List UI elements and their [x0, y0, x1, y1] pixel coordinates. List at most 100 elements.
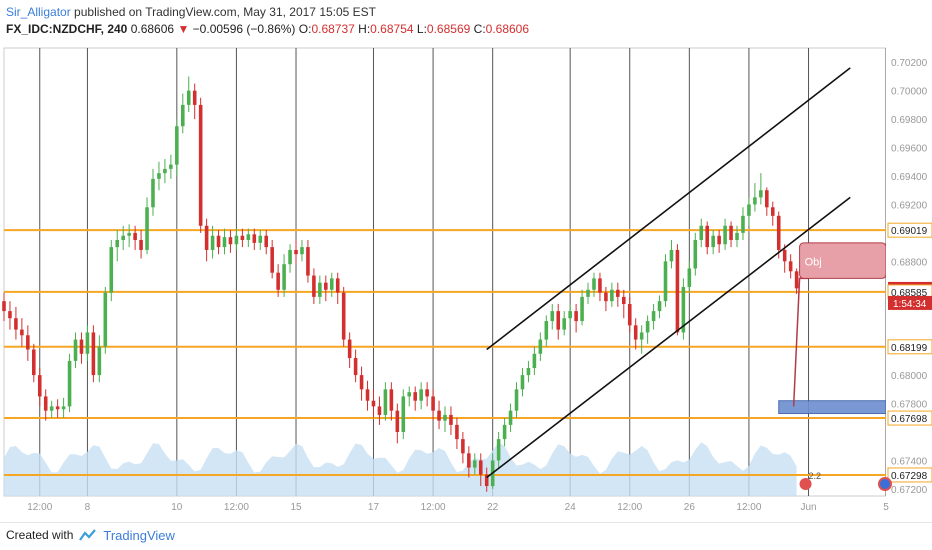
candle-body[interactable]	[759, 190, 763, 198]
candle-body[interactable]	[252, 234, 257, 243]
candle-body[interactable]	[401, 396, 406, 432]
trend-channel-line[interactable]	[486, 67, 851, 351]
candle-body[interactable]	[270, 247, 274, 273]
candle-body[interactable]	[473, 460, 477, 468]
candle-body[interactable]	[139, 240, 143, 250]
candle-body[interactable]	[461, 439, 465, 454]
candle-body[interactable]	[85, 332, 90, 354]
candle-body[interactable]	[639, 332, 644, 340]
candle-body[interactable]	[413, 392, 417, 401]
candle-body[interactable]	[109, 247, 114, 293]
symbol-label[interactable]: FX_IDC:NZDCHF, 240	[6, 22, 128, 36]
candle-body[interactable]	[550, 311, 555, 322]
candle-body[interactable]	[353, 358, 358, 376]
candle-body[interactable]	[145, 207, 149, 250]
candle-body[interactable]	[663, 261, 668, 302]
candle-body[interactable]	[347, 339, 352, 359]
candle-body[interactable]	[693, 240, 698, 269]
candle-body[interactable]	[496, 439, 501, 461]
candle-body[interactable]	[371, 400, 376, 407]
candle-body[interactable]	[365, 389, 370, 401]
candle-body[interactable]	[508, 410, 513, 425]
candle-body[interactable]	[157, 173, 161, 179]
candle-body[interactable]	[288, 249, 292, 265]
candle-body[interactable]	[741, 215, 745, 233]
author-link[interactable]: Sir_Alligator	[6, 5, 71, 19]
candle-body[interactable]	[556, 311, 561, 330]
candle-body[interactable]	[43, 396, 48, 411]
candle-body[interactable]	[645, 321, 650, 333]
candle-body[interactable]	[383, 389, 388, 415]
candle-body[interactable]	[204, 225, 209, 250]
candle-body[interactable]	[443, 414, 447, 421]
candle-body[interactable]	[604, 292, 608, 302]
candle-body[interactable]	[91, 332, 96, 376]
candle-body[interactable]	[526, 368, 531, 376]
candle-body[interactable]	[67, 360, 72, 407]
candle-body[interactable]	[79, 339, 84, 354]
candle-body[interactable]	[610, 289, 614, 302]
candle-body[interactable]	[2, 301, 6, 312]
candle-body[interactable]	[711, 235, 715, 248]
candle-body[interactable]	[324, 282, 328, 290]
candle-body[interactable]	[258, 235, 263, 243]
candle-body[interactable]	[568, 311, 572, 319]
candle-body[interactable]	[449, 414, 453, 425]
candle-body[interactable]	[300, 247, 304, 255]
candle-body[interactable]	[794, 271, 799, 289]
candle-body[interactable]	[562, 318, 566, 330]
chart-area[interactable]: Obj 0.70200 0.70000 0.69800 0.69600 0.69400 0.…	[0, 40, 932, 522]
event-flag-icon[interactable]	[878, 477, 892, 491]
candle-body[interactable]	[770, 207, 775, 216]
candle-body[interactable]	[26, 335, 30, 350]
candle-body[interactable]	[240, 235, 245, 240]
candle-body[interactable]	[765, 190, 769, 208]
candle-body[interactable]	[395, 410, 400, 432]
candle-body[interactable]	[657, 301, 662, 312]
candle-body[interactable]	[419, 389, 423, 401]
candle-body[interactable]	[705, 225, 710, 248]
candle-body[interactable]	[222, 237, 227, 248]
candle-body[interactable]	[61, 406, 66, 410]
candle-body[interactable]	[544, 321, 549, 340]
candle-body[interactable]	[318, 282, 322, 297]
candle-body[interactable]	[723, 225, 727, 245]
candle-body[interactable]	[335, 278, 340, 293]
candle-body[interactable]	[592, 278, 596, 290]
candle-body[interactable]	[484, 474, 489, 487]
candle-body[interactable]	[425, 389, 429, 397]
candle-body[interactable]	[753, 197, 757, 205]
candle-body[interactable]	[133, 232, 137, 240]
candle-body[interactable]	[306, 247, 310, 276]
candle-body[interactable]	[228, 237, 233, 245]
candle-body[interactable]	[621, 296, 626, 304]
candle-body[interactable]	[359, 375, 364, 390]
candle-body[interactable]	[180, 104, 185, 127]
candle-body[interactable]	[669, 249, 674, 262]
candle-body[interactable]	[717, 235, 721, 245]
candle-body[interactable]	[467, 453, 471, 468]
candle-body[interactable]	[747, 204, 751, 216]
candle-body[interactable]	[627, 304, 632, 326]
candle-body[interactable]	[407, 392, 412, 397]
candle-body[interactable]	[37, 375, 42, 397]
candle-body[interactable]	[520, 375, 525, 390]
candle-body[interactable]	[788, 261, 793, 272]
candle-body[interactable]	[186, 90, 191, 105]
candle-body[interactable]	[341, 292, 346, 340]
price-chart[interactable]: Obj 0.70200 0.70000 0.69800 0.69600 0.69400 0.…	[0, 40, 932, 522]
candle-body[interactable]	[234, 235, 239, 245]
candle-body[interactable]	[55, 406, 60, 410]
candle-body[interactable]	[264, 235, 269, 248]
candle-body[interactable]	[729, 225, 733, 240]
candle-body[interactable]	[192, 90, 197, 105]
candle-body[interactable]	[49, 406, 54, 411]
candle-body[interactable]	[377, 406, 382, 415]
candle-body[interactable]	[586, 289, 590, 297]
candle-body[interactable]	[437, 410, 441, 421]
candle-body[interactable]	[169, 164, 173, 169]
candle-body[interactable]	[651, 311, 656, 322]
candle-body[interactable]	[538, 339, 543, 354]
candle-body[interactable]	[127, 232, 131, 236]
candle-body[interactable]	[73, 339, 78, 361]
